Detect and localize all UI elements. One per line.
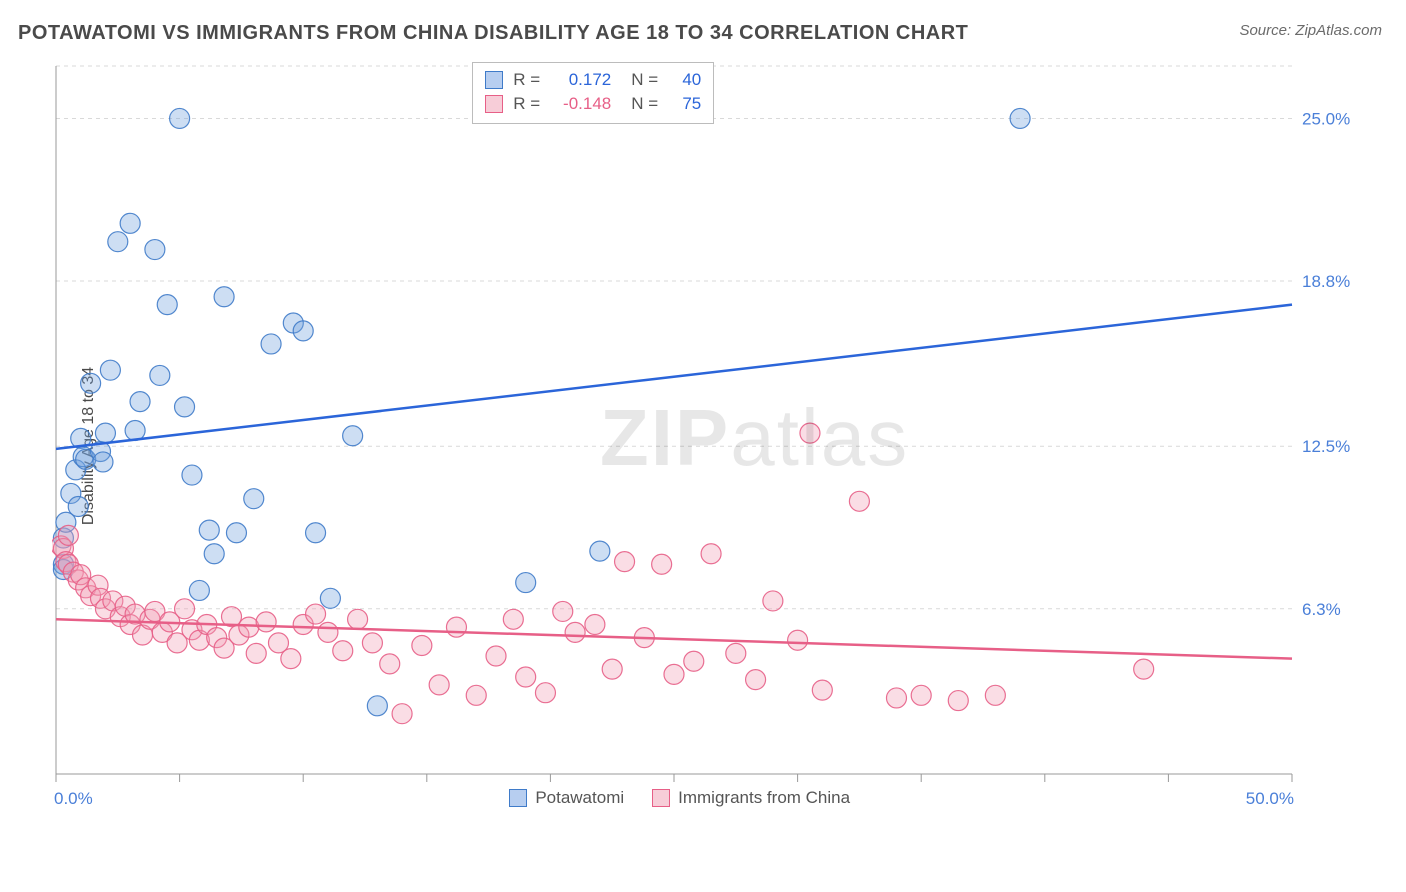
series-legend-item: Immigrants from China	[652, 788, 850, 808]
n-value: 40	[671, 70, 701, 90]
svg-text:18.8%: 18.8%	[1302, 272, 1350, 291]
r-value: -0.148	[553, 94, 611, 114]
series-label: Immigrants from China	[678, 788, 850, 808]
stats-legend-row: R = -0.148 N = 75	[485, 92, 701, 116]
stats-legend: R = 0.172 N = 40 R = -0.148 N = 75	[472, 62, 714, 124]
legend-swatch	[509, 789, 527, 807]
series-legend-item: Potawatomi	[509, 788, 624, 808]
legend-swatch	[652, 789, 670, 807]
stats-legend-row: R = 0.172 N = 40	[485, 68, 701, 92]
plot-area: 6.3% 12.5% 18.8% 25.0% 0.0% 50.0%	[52, 60, 1350, 820]
series-label: Potawatomi	[535, 788, 624, 808]
scatter-svg: 6.3% 12.5% 18.8% 25.0% 0.0% 50.0%	[52, 60, 1350, 820]
legend-swatch	[485, 71, 503, 89]
r-label: R =	[513, 70, 547, 90]
chart-title: POTAWATOMI VS IMMIGRANTS FROM CHINA DISA…	[18, 22, 968, 45]
svg-text:50.0%: 50.0%	[1246, 789, 1294, 808]
n-label: N =	[631, 70, 665, 90]
n-value: 75	[671, 94, 701, 114]
n-label: N =	[631, 94, 665, 114]
series-legend: Potawatomi Immigrants from China	[509, 788, 850, 808]
chart-container: POTAWATOMI VS IMMIGRANTS FROM CHINA DISA…	[0, 0, 1406, 892]
svg-text:0.0%: 0.0%	[54, 789, 93, 808]
r-label: R =	[513, 94, 547, 114]
svg-text:12.5%: 12.5%	[1302, 437, 1350, 456]
svg-text:6.3%: 6.3%	[1302, 600, 1341, 619]
source-attribution: Source: ZipAtlas.com	[1239, 22, 1382, 39]
legend-swatch	[485, 95, 503, 113]
r-value: 0.172	[553, 70, 611, 90]
svg-text:25.0%: 25.0%	[1302, 109, 1350, 128]
